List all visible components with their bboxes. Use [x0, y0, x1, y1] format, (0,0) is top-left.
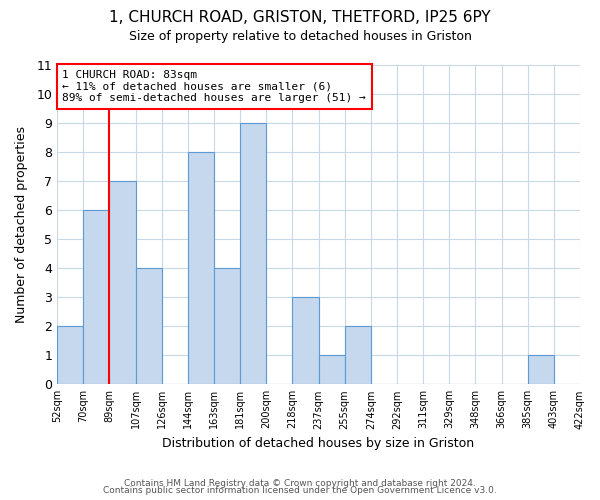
- Bar: [240, 123, 266, 384]
- Text: Contains HM Land Registry data © Crown copyright and database right 2024.: Contains HM Land Registry data © Crown c…: [124, 478, 476, 488]
- Text: 1 CHURCH ROAD: 83sqm
← 11% of detached houses are smaller (6)
89% of semi-detach: 1 CHURCH ROAD: 83sqm ← 11% of detached h…: [62, 70, 366, 103]
- Bar: [292, 297, 319, 384]
- Bar: [136, 268, 161, 384]
- Bar: [344, 326, 371, 384]
- X-axis label: Distribution of detached houses by size in Griston: Distribution of detached houses by size …: [163, 437, 475, 450]
- Bar: [319, 356, 344, 384]
- Bar: [57, 326, 83, 384]
- Bar: [214, 268, 240, 384]
- Bar: [83, 210, 109, 384]
- Text: 1, CHURCH ROAD, GRISTON, THETFORD, IP25 6PY: 1, CHURCH ROAD, GRISTON, THETFORD, IP25 …: [109, 10, 491, 25]
- Text: Contains public sector information licensed under the Open Government Licence v3: Contains public sector information licen…: [103, 486, 497, 495]
- Bar: [188, 152, 214, 384]
- Y-axis label: Number of detached properties: Number of detached properties: [15, 126, 28, 323]
- Bar: [528, 356, 554, 384]
- Bar: [109, 181, 136, 384]
- Text: Size of property relative to detached houses in Griston: Size of property relative to detached ho…: [128, 30, 472, 43]
